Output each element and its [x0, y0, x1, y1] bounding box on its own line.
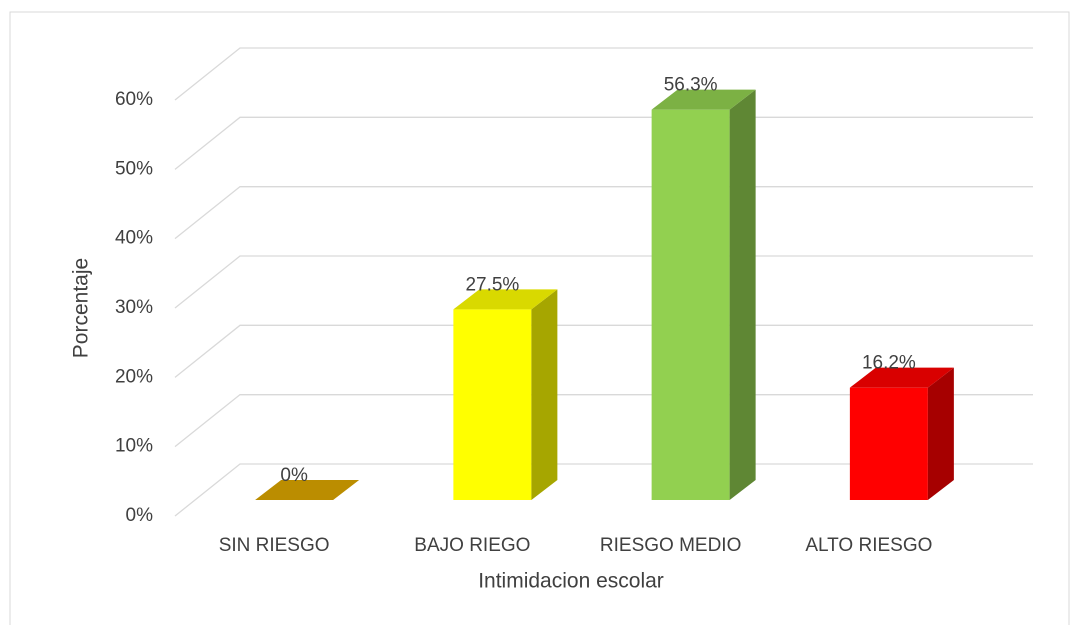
- grid-line: [174, 324, 1033, 378]
- grid-line: [174, 116, 1033, 170]
- value-label: 56.3%: [664, 75, 718, 96]
- x-tick-label: RIESGO MEDIO: [600, 535, 741, 556]
- value-label: 0%: [280, 465, 308, 486]
- bar-front: [651, 109, 730, 501]
- grid-line: [174, 394, 1033, 448]
- bar-top: [651, 89, 756, 110]
- grid-line: [174, 255, 1033, 309]
- y-tick-label: 30%: [115, 297, 153, 318]
- y-tick-label: 40%: [115, 228, 153, 249]
- x-tick-label: ALTO RIESGO: [805, 535, 932, 556]
- bar-front: [453, 309, 532, 500]
- bar-side: [531, 289, 558, 500]
- bar-top: [255, 480, 360, 500]
- y-tick-label: 0%: [126, 505, 154, 526]
- value-label: 16.2%: [862, 353, 916, 374]
- y-tick-label: 50%: [115, 158, 153, 179]
- y-axis-title: Porcentaje: [70, 258, 93, 358]
- x-tick-label: SIN RIESGO: [219, 535, 330, 556]
- value-label: 27.5%: [465, 274, 519, 295]
- bar-side: [927, 367, 954, 500]
- x-axis-title: Intimidacion escolar: [478, 570, 664, 593]
- y-tick-label: 60%: [115, 89, 153, 110]
- y-tick-label: 10%: [115, 436, 153, 457]
- bar-top: [453, 289, 558, 310]
- bar-side: [729, 89, 756, 501]
- grid-line: [174, 463, 1033, 517]
- grid-line: [174, 186, 1033, 240]
- chart-frame: [9, 11, 1070, 625]
- y-tick-label: 20%: [115, 366, 153, 387]
- x-tick-label: BAJO RIEGO: [414, 535, 530, 556]
- bar-top: [849, 367, 954, 388]
- bar-front: [849, 387, 928, 500]
- grid-line: [174, 47, 1033, 101]
